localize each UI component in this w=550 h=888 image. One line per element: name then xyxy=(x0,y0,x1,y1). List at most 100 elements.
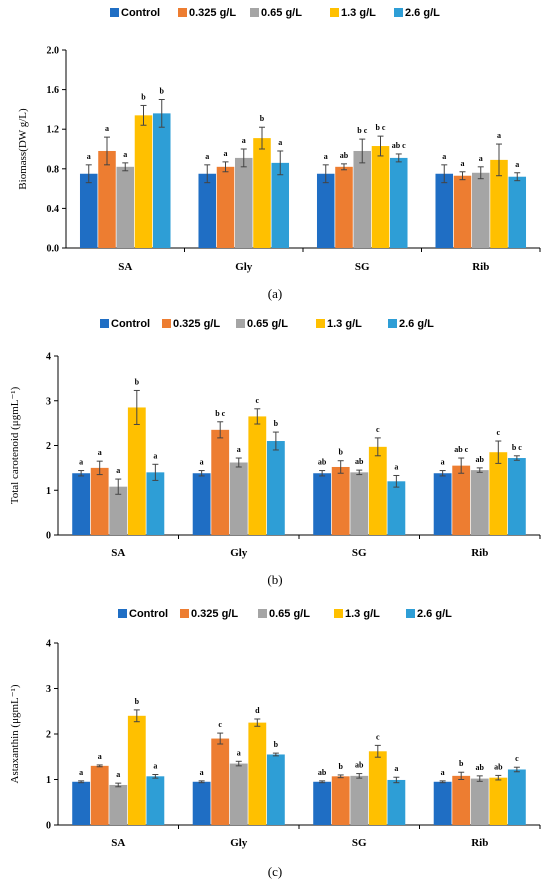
bar xyxy=(371,146,390,248)
bar xyxy=(433,781,452,825)
legend-swatch-2 xyxy=(162,319,171,328)
y-tick-label: 0.0 xyxy=(47,244,60,255)
bar xyxy=(90,765,109,825)
significance-letter: a xyxy=(324,152,328,161)
y-axis-label: Total carotenoid (μgmL⁻¹) xyxy=(9,386,21,504)
y-tick-label: 1 xyxy=(46,775,51,786)
significance-letter: b xyxy=(338,762,343,771)
bar xyxy=(198,173,217,248)
y-tick-label: 1.6 xyxy=(47,85,60,96)
x-category-label: Gly xyxy=(230,837,248,849)
bar xyxy=(271,162,290,248)
y-tick-label: 3 xyxy=(46,396,51,407)
legend-label-1: Control xyxy=(111,318,150,330)
bar xyxy=(452,465,471,535)
significance-letter: a xyxy=(153,761,157,770)
bar xyxy=(387,481,406,535)
bar xyxy=(146,776,165,825)
panel-label: (b) xyxy=(267,572,282,587)
significance-letter: ab xyxy=(476,455,485,464)
legend-swatch-1 xyxy=(118,609,127,618)
significance-letter: a xyxy=(200,458,204,467)
significance-letter: a xyxy=(200,768,204,777)
bar xyxy=(489,777,508,825)
significance-letter: a xyxy=(461,159,465,168)
y-axis-label: Astaxanthin (μgmL⁻¹) xyxy=(9,684,21,783)
significance-letter: b xyxy=(141,92,146,101)
bar xyxy=(146,472,165,535)
y-tick-label: 0 xyxy=(46,531,51,542)
significance-letter: a xyxy=(98,752,102,761)
bar xyxy=(490,159,508,248)
significance-letter: a xyxy=(116,466,120,475)
panel-label: (c) xyxy=(268,864,282,879)
bar xyxy=(387,779,406,825)
bar xyxy=(433,473,452,535)
significance-letter: a xyxy=(394,764,398,773)
chart-panel-2: Control 0.325 g/L 0.65 g/L 1.3 g/L 2.6 g/L 0 1… xyxy=(9,318,541,587)
significance-letter: b c xyxy=(512,443,522,452)
significance-letter: b c xyxy=(215,409,225,418)
bar xyxy=(507,458,526,535)
y-tick-label: 0.4 xyxy=(47,204,60,215)
significance-letter: c xyxy=(376,732,380,741)
significance-letter: c xyxy=(256,396,260,405)
significance-letter: d xyxy=(255,706,260,715)
bar xyxy=(116,166,135,248)
bar xyxy=(127,407,146,535)
bar xyxy=(216,166,235,248)
significance-letter: c xyxy=(218,720,222,729)
legend: Control 0.325 g/L 0.65 g/L 1.3 g/L 2.6 g/L xyxy=(110,7,440,19)
legend-label-2: 0.325 g/L xyxy=(191,608,238,620)
bar xyxy=(368,446,387,535)
significance-letter: b xyxy=(459,759,464,768)
significance-letter: a xyxy=(441,458,445,467)
significance-letter: a xyxy=(479,154,483,163)
bar xyxy=(211,429,230,535)
significance-letter: ab xyxy=(318,768,327,777)
bar xyxy=(368,751,387,825)
significance-letter: ab xyxy=(355,761,364,770)
y-tick-label: 3 xyxy=(46,684,51,695)
y-tick-label: 2 xyxy=(46,730,51,741)
legend-swatch-5 xyxy=(394,8,403,17)
significance-letter: a xyxy=(394,462,398,471)
bar xyxy=(435,173,454,248)
bar xyxy=(192,781,211,825)
significance-letter: b xyxy=(135,697,140,706)
legend-swatch-4 xyxy=(316,319,325,328)
y-tick-label: 1.2 xyxy=(47,125,60,136)
significance-letter: ab xyxy=(355,457,364,466)
y-axis-label: Biomass(DW g/L) xyxy=(17,108,29,190)
bar xyxy=(452,775,471,825)
x-category-label: SA xyxy=(111,547,125,559)
legend-label-5: 2.6 g/L xyxy=(399,318,434,330)
bar xyxy=(152,113,171,248)
bar xyxy=(489,452,508,535)
legend-swatch-4 xyxy=(334,609,343,618)
legend-swatch-3 xyxy=(250,8,259,17)
significance-letter: a xyxy=(441,768,445,777)
bar xyxy=(389,157,408,248)
bar xyxy=(253,138,271,248)
bar xyxy=(331,776,350,825)
x-category-label: Gly xyxy=(235,261,253,273)
significance-letter: b c xyxy=(375,123,385,132)
significance-letter: a xyxy=(205,152,209,161)
bar xyxy=(134,115,153,248)
bar xyxy=(335,166,353,248)
y-tick-label: 4 xyxy=(46,352,51,363)
significance-letter: a xyxy=(278,138,282,147)
legend-swatch-5 xyxy=(388,319,397,328)
significance-letter: b xyxy=(160,87,165,96)
bar xyxy=(98,150,116,248)
bar xyxy=(109,784,128,825)
bar xyxy=(72,473,91,535)
significance-letter: a xyxy=(123,150,127,159)
bar xyxy=(229,763,248,825)
significance-letter: b xyxy=(274,419,279,428)
legend-label-5: 2.6 g/L xyxy=(405,7,440,19)
significance-letter: b xyxy=(338,448,343,457)
bar xyxy=(350,472,369,535)
significance-letter: c xyxy=(497,428,501,437)
